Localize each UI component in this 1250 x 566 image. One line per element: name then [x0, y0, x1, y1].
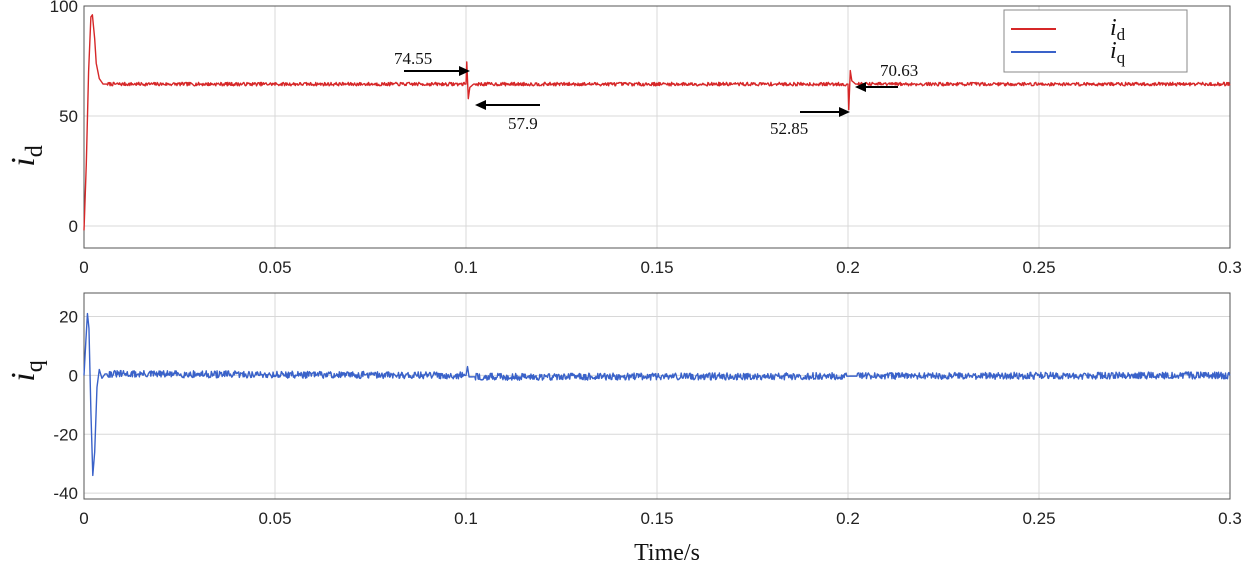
legend-box: [1003, 9, 1188, 73]
iq-y-tick-label: -40: [53, 484, 78, 503]
iq-x-tick-label: 0.2: [836, 509, 860, 528]
annotation-52-85: 52.85: [770, 119, 808, 138]
id-y-ticks: 0 50 100: [50, 0, 78, 236]
legend-entry-id: id: [1110, 15, 1126, 44]
iq-plot-frame: [83, 292, 1231, 500]
annotation-70-63: 70.63: [880, 61, 918, 80]
legend-entry-iq: iq: [1110, 38, 1126, 67]
iq-y-tick-label: 20: [59, 308, 78, 327]
x-axis-label: Time/s: [634, 540, 700, 566]
iq-series: [83, 312, 1231, 477]
iq-y-ticks: -40 -20 0 20: [53, 308, 78, 504]
annotation-57-9: 57.9: [508, 114, 538, 133]
iq-grid: [83, 293, 1231, 499]
annotation-arrowhead-52-85: [839, 107, 850, 117]
legend-entry-iq-subscript: q: [1117, 48, 1126, 67]
iq-y-axis-label-subscript: q: [22, 360, 48, 372]
iq-y-tick-label: 0: [69, 366, 78, 385]
id-y-tick-label: 50: [59, 107, 78, 126]
annotation-arrowhead-70-63: [855, 82, 866, 92]
iq-panel: 0 0.05 0.1 0.15 0.2 0.25 0.3 -40 -20 0 20 iq Time…: [5, 292, 1242, 566]
annotation-74-55: 74.55: [394, 49, 432, 68]
iq-x-tick-label: 0.25: [1022, 509, 1055, 528]
iq-x-tick-label: 0: [79, 509, 88, 528]
iq-y-axis-label-symbol: i: [5, 372, 42, 381]
iq-x-tick-label: 0.1: [454, 509, 478, 528]
id-plot-frame: [83, 5, 1231, 249]
iq-x-tick-label: 0.3: [1218, 509, 1242, 528]
id-x-tick-label: 0.2: [836, 258, 860, 277]
id-series: [83, 14, 1231, 231]
id-x-tick-label: 0.05: [258, 258, 291, 277]
id-y-axis-label: id: [5, 145, 48, 166]
annotation-arrowhead-74-55: [459, 66, 470, 76]
id-x-tick-label: 0.15: [640, 258, 673, 277]
id-y-tick-label: 0: [69, 217, 78, 236]
id-x-tick-label: 0.1: [454, 258, 478, 277]
id-x-ticks: 0 0.05 0.1 0.15 0.2 0.25 0.3: [79, 258, 1242, 277]
iq-x-ticks: 0 0.05 0.1 0.15 0.2 0.25 0.3: [79, 509, 1242, 528]
id-series-line: [83, 14, 1231, 231]
id-x-tick-label: 0.3: [1218, 258, 1242, 277]
annotations: 74.55 57.9 52.85 70.63: [394, 49, 918, 138]
id-x-tick-label: 0: [79, 258, 88, 277]
legend-entry-iq-symbol: i: [1110, 38, 1117, 64]
id-y-axis-label-symbol: i: [5, 157, 42, 166]
iq-series-line: [83, 312, 1231, 477]
iq-y-axis-label: iq: [5, 360, 48, 381]
id-y-tick-label: 100: [50, 0, 78, 16]
legend-entry-id-symbol: i: [1110, 15, 1117, 41]
annotation-arrowhead-57-9: [475, 100, 486, 110]
iq-x-tick-label: 0.05: [258, 509, 291, 528]
iq-y-tick-label: -20: [53, 425, 78, 444]
id-x-tick-label: 0.25: [1022, 258, 1055, 277]
legend: id iq: [1003, 9, 1188, 73]
iq-x-tick-label: 0.15: [640, 509, 673, 528]
id-y-axis-label-subscript: d: [22, 145, 48, 157]
legend-entry-id-subscript: d: [1117, 25, 1126, 44]
